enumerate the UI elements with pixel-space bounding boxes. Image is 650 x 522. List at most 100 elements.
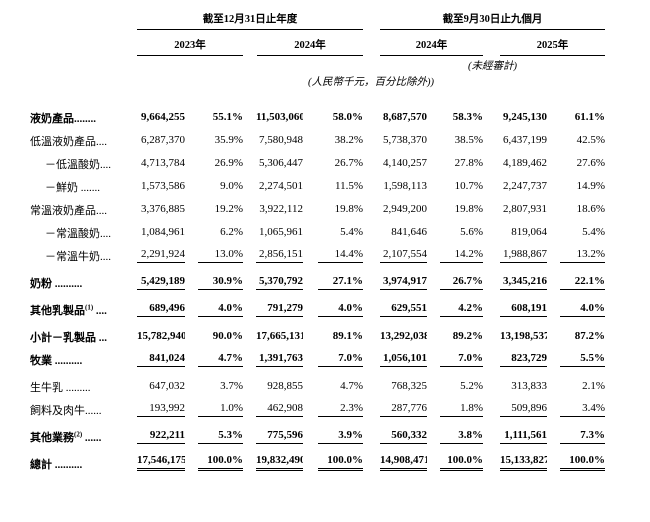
percent-cell-2023: 100.0% <box>185 444 243 471</box>
table-row: －常溫牛奶.... 2,291,924 13.0% 2,856,151 14.4… <box>30 240 605 263</box>
amount-cell-2023: 689,496 <box>137 290 185 317</box>
percent-cell-2024: 3.9% <box>303 417 363 444</box>
percent-cell-2023: 13.0% <box>185 240 243 263</box>
percent-cell-9m2025: 18.6% <box>576 203 605 215</box>
row-label: 生牛乳 <box>30 382 63 394</box>
table-row: 總計 .......... 17,546,175 100.0% 19,832,4… <box>30 444 605 471</box>
percent-cell-9m2024: 89.2% <box>452 330 483 342</box>
percent-cell-2024: 4.7% <box>340 380 363 392</box>
row-label: 其他乳製品 <box>30 305 85 317</box>
percent-cell-9m2025: 3.4% <box>547 394 605 417</box>
row-label: －低溫酸奶 <box>45 159 100 171</box>
table-row: 其他乳製品(1) .... 689,496 4.0% 791,279 4.0% … <box>30 290 605 317</box>
percent-cell-9m2024: 58.3% <box>452 111 483 123</box>
amount-cell-2023: 841,024 <box>137 344 185 367</box>
amount-cell-2023: 4,713,784 <box>141 157 185 169</box>
amount-cell-9m2025: 2,807,931 <box>503 203 547 215</box>
year-2024-column-header: 2024年 <box>243 30 363 56</box>
amount-cell-2023: 15,782,940 <box>137 330 185 342</box>
period-group-header-row: 截至12月31日止年度 截至9月30日止九個月 <box>30 8 605 30</box>
row-label: 總計 <box>30 459 52 471</box>
amount-cell-9m2025: 1,988,867 <box>483 240 547 263</box>
row-label-cell: 常溫液奶產品.... <box>30 194 137 217</box>
year-header-row: 2023年 2024年 2024年 2025年 <box>30 30 605 56</box>
table-row: 生牛乳 ......... 647,032 3.7% 928,855 4.7% … <box>30 367 605 394</box>
amount-cell-2024: 775,596 <box>243 417 303 444</box>
amount-cell-9m2024: 629,551 <box>363 290 427 317</box>
amount-cell-2023: 3,376,885 <box>141 203 185 215</box>
percent-cell-9m2024: 1.8% <box>427 394 483 417</box>
dot-leader: ... <box>96 332 107 344</box>
amount-cell-9m2024: 8,687,570 <box>383 111 427 123</box>
row-label-cell: －常溫酸奶.... <box>30 217 137 240</box>
amount-cell-2024: 928,855 <box>267 380 303 392</box>
percent-cell-2023: 35.9% <box>214 134 243 146</box>
row-label-cell: 液奶產品........ <box>30 102 137 125</box>
amount-cell-9m2025: 3,345,216 <box>483 263 547 290</box>
row-label-cell: －鮮奶 ....... <box>30 171 137 194</box>
amount-cell-9m2025: 2,247,737 <box>503 180 547 192</box>
percent-cell-2023: 6.2% <box>220 226 243 238</box>
row-label-cell: 飼料及肉牛...... <box>30 394 137 417</box>
amount-cell-2023: 9,664,255 <box>141 111 185 123</box>
amount-cell-9m2024: 1,598,113 <box>383 180 427 192</box>
row-label: 低溫液奶產品 <box>30 136 96 148</box>
amount-cell-2024: 2,856,151 <box>243 240 303 263</box>
percent-cell-9m2024: 4.2% <box>427 290 483 317</box>
table-body: 液奶產品........ 9,664,255 55.1% 11,503,060 … <box>30 102 605 471</box>
table-row: 奶粉 .......... 5,429,189 30.9% 5,370,792 … <box>30 263 605 290</box>
revenue-breakdown-table: 截至12月31日止年度 截至9月30日止九個月 2023年 2024年 2024… <box>30 8 605 471</box>
amount-cell-2023: 647,032 <box>149 380 185 392</box>
table-row: 其他業務(2) ...... 922,211 5.3% 775,596 3.9%… <box>30 417 605 444</box>
row-label-cell: 總計 .......... <box>30 444 137 471</box>
percent-cell-9m2024: 38.5% <box>454 134 483 146</box>
table-row: －鮮奶 ....... 1,573,586 9.0% 2,274,501 11.… <box>30 171 605 194</box>
amount-cell-9m2024: 768,325 <box>391 380 427 392</box>
amount-cell-9m2024: 13,292,038 <box>380 330 427 342</box>
amount-cell-9m2024: 560,332 <box>363 417 427 444</box>
amount-cell-2023: 1,084,961 <box>141 226 185 238</box>
amount-cell-2024: 462,908 <box>243 394 303 417</box>
amount-cell-9m2024: 287,776 <box>363 394 427 417</box>
amount-cell-9m2025: 15,133,827 <box>483 444 547 471</box>
amount-cell-9m2024: 1,056,101 <box>363 344 427 367</box>
amount-cell-2024: 2,274,501 <box>259 180 303 192</box>
amount-cell-9m2024: 14,908,471 <box>363 444 427 471</box>
amount-cell-2024: 11,503,060 <box>256 111 303 123</box>
percent-cell-9m2025: 100.0% <box>547 444 605 471</box>
dot-leader: ...... <box>85 405 102 417</box>
row-label: －常溫酸奶 <box>45 228 100 240</box>
amount-cell-9m2025: 819,064 <box>511 226 547 238</box>
dot-leader: .... <box>93 305 107 317</box>
percent-cell-2023: 9.0% <box>220 180 243 192</box>
amount-cell-9m2024: 5,738,370 <box>383 134 427 146</box>
percent-cell-9m2024: 7.0% <box>427 344 483 367</box>
percent-cell-9m2025: 2.1% <box>582 380 605 392</box>
table-row: 飼料及肉牛...... 193,992 1.0% 462,908 2.3% 28… <box>30 394 605 417</box>
percent-cell-9m2025: 14.9% <box>576 180 605 192</box>
percent-cell-9m2024: 10.7% <box>454 180 483 192</box>
dot-leader: ........ <box>74 113 96 125</box>
amount-cell-9m2025: 608,191 <box>483 290 547 317</box>
amount-cell-9m2024: 841,646 <box>391 226 427 238</box>
percent-cell-2024: 7.0% <box>303 344 363 367</box>
percent-cell-2024: 5.4% <box>340 226 363 238</box>
unaudited-note-row: (未經審計) <box>30 56 605 72</box>
amount-cell-2024: 5,306,447 <box>259 157 303 169</box>
row-label-cell: －常溫牛奶.... <box>30 240 137 263</box>
percent-cell-2023: 5.3% <box>185 417 243 444</box>
dot-leader: ....... <box>78 182 100 194</box>
amount-cell-2024: 7,580,948 <box>259 134 303 146</box>
percent-cell-9m2024: 100.0% <box>427 444 483 471</box>
dot-leader: .......... <box>52 278 83 290</box>
percent-cell-2023: 26.9% <box>214 157 243 169</box>
amount-cell-2023: 2,291,924 <box>137 240 185 263</box>
row-label-cell: 生牛乳 ......... <box>30 367 137 394</box>
percent-cell-2023: 30.9% <box>185 263 243 290</box>
amount-cell-2023: 193,992 <box>137 394 185 417</box>
table-row: 低溫液奶產品.... 6,287,370 35.9% 7,580,948 38.… <box>30 125 605 148</box>
amount-cell-9m2025: 313,833 <box>511 380 547 392</box>
amount-cell-9m2024: 4,140,257 <box>383 157 427 169</box>
year-2023-column-header: 2023年 <box>137 30 243 56</box>
